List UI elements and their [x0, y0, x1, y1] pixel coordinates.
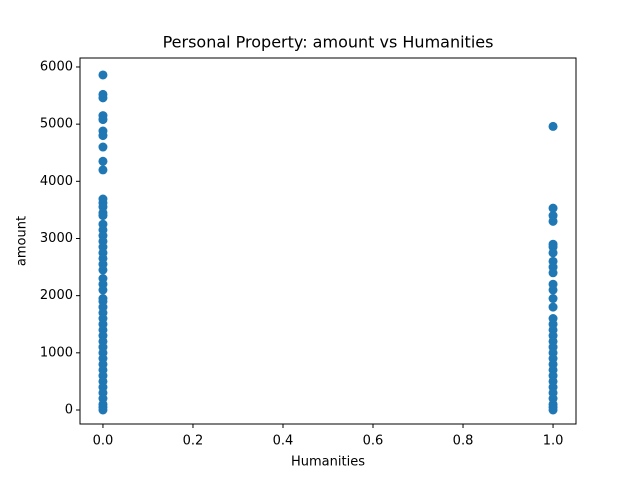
y-tick-label: 1000 — [40, 345, 73, 360]
point — [548, 285, 558, 295]
point — [98, 265, 108, 275]
y-tick-label: 0 — [65, 402, 73, 417]
y-tick-label: 6000 — [40, 59, 73, 74]
point — [548, 121, 558, 131]
x-axis-label: Humanities — [291, 455, 365, 470]
point — [548, 405, 558, 415]
x-tick-label: 0.2 — [183, 434, 204, 449]
point — [98, 405, 108, 415]
point — [98, 156, 108, 166]
x-tick-label: 0.6 — [363, 434, 384, 449]
x-tick-label: 0.0 — [93, 434, 114, 449]
y-tick-label: 3000 — [40, 231, 73, 246]
y-tick-label: 2000 — [40, 288, 73, 303]
point — [98, 165, 108, 175]
point — [548, 216, 558, 226]
point — [548, 268, 558, 278]
chart-title: Personal Property: amount vs Humanities — [163, 33, 494, 52]
point — [98, 131, 108, 141]
x-tick-label: 1.0 — [543, 434, 564, 449]
point — [98, 211, 108, 221]
plot-frame — [79, 57, 577, 425]
y-tick-label: 4000 — [40, 174, 73, 189]
point — [548, 294, 558, 304]
x-tick-label: 0.8 — [453, 434, 474, 449]
point — [548, 302, 558, 312]
point — [98, 70, 108, 80]
x-tick-label: 0.4 — [273, 434, 294, 449]
point — [548, 248, 558, 258]
point — [98, 142, 108, 152]
point — [98, 93, 108, 103]
point — [98, 115, 108, 125]
point — [98, 285, 108, 295]
point — [548, 203, 558, 213]
y-tick-label: 5000 — [40, 117, 73, 132]
y-axis-label: amount — [15, 216, 30, 266]
